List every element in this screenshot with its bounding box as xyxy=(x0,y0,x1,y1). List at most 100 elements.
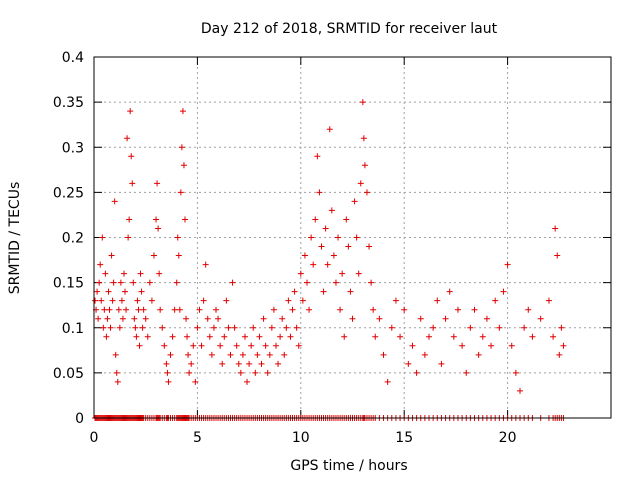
data-point xyxy=(446,288,453,295)
data-point xyxy=(139,324,146,331)
data-point xyxy=(122,288,129,295)
data-point xyxy=(116,324,123,331)
data-point xyxy=(104,315,111,322)
data-point xyxy=(361,162,368,169)
data-point xyxy=(326,126,333,133)
data-point xyxy=(430,324,437,331)
data-point xyxy=(167,351,174,358)
data-point xyxy=(320,288,327,295)
data-point xyxy=(161,342,168,349)
data-point xyxy=(388,324,395,331)
data-point xyxy=(204,315,211,322)
data-point xyxy=(171,306,178,313)
data-point xyxy=(504,261,511,268)
data-point xyxy=(488,342,495,349)
y-tick-label: 0 xyxy=(75,411,84,427)
data-point xyxy=(157,306,164,313)
data-point xyxy=(409,342,416,349)
y-tick-label: 0.1 xyxy=(62,321,84,337)
data-point xyxy=(299,297,306,304)
data-point xyxy=(173,279,180,286)
data-point xyxy=(144,333,151,340)
data-point xyxy=(94,288,101,295)
data-point xyxy=(114,378,121,385)
data-point xyxy=(554,252,561,259)
data-point xyxy=(125,234,132,241)
data-point xyxy=(360,135,367,142)
data-point xyxy=(264,369,271,376)
data-point xyxy=(135,306,142,313)
data-point xyxy=(442,315,449,322)
data-point xyxy=(347,288,354,295)
y-tick-label: 0.3 xyxy=(62,140,84,156)
data-point xyxy=(181,216,188,223)
data-point xyxy=(133,333,140,340)
data-point xyxy=(208,351,215,358)
data-point xyxy=(233,342,240,349)
data-point xyxy=(351,198,358,205)
y-tick-label: 0.2 xyxy=(62,231,84,247)
data-point xyxy=(131,315,138,322)
data-point xyxy=(537,315,544,322)
data-point xyxy=(471,306,478,313)
data-point xyxy=(521,324,528,331)
data-point xyxy=(328,207,335,214)
data-point xyxy=(202,261,209,268)
data-point xyxy=(105,288,112,295)
data-point xyxy=(258,360,265,367)
data-point xyxy=(363,189,370,196)
data-point xyxy=(262,342,269,349)
data-point xyxy=(349,315,356,322)
data-point xyxy=(127,108,134,115)
data-point xyxy=(142,315,149,322)
data-point xyxy=(266,351,273,358)
data-point xyxy=(343,216,350,223)
data-point xyxy=(508,342,515,349)
data-point xyxy=(194,324,201,331)
data-point xyxy=(146,279,153,286)
data-point xyxy=(359,99,366,106)
data-point xyxy=(120,270,127,277)
data-point xyxy=(357,180,364,187)
data-point xyxy=(126,216,133,223)
data-point xyxy=(231,324,238,331)
data-point xyxy=(225,324,232,331)
data-point xyxy=(184,333,191,340)
data-point xyxy=(297,270,304,277)
data-point xyxy=(337,306,344,313)
data-point xyxy=(550,333,557,340)
data-point xyxy=(130,279,137,286)
data-point xyxy=(137,270,144,277)
data-point xyxy=(119,315,126,322)
data-point xyxy=(314,153,321,160)
y-tick-label: 0.4 xyxy=(62,50,84,66)
data-point xyxy=(176,306,183,313)
x-tick-label: 15 xyxy=(395,430,413,446)
data-point xyxy=(239,351,246,358)
data-point xyxy=(96,279,103,286)
data-point xyxy=(401,306,408,313)
data-point xyxy=(200,297,207,304)
data-point xyxy=(459,342,466,349)
data-point xyxy=(310,261,317,268)
data-point xyxy=(380,351,387,358)
data-point xyxy=(275,360,282,367)
data-point xyxy=(101,306,108,313)
data-point xyxy=(413,369,420,376)
data-point xyxy=(450,333,457,340)
data-point xyxy=(475,351,482,358)
data-point xyxy=(256,333,263,340)
data-point xyxy=(159,324,166,331)
data-point xyxy=(324,261,331,268)
data-point xyxy=(229,279,236,286)
data-point xyxy=(279,315,286,322)
data-point xyxy=(99,234,106,241)
x-tick-label: 5 xyxy=(193,430,202,446)
data-point xyxy=(558,324,565,331)
data-point xyxy=(492,297,499,304)
data-point xyxy=(235,360,242,367)
data-point xyxy=(164,369,171,376)
data-point xyxy=(556,351,563,358)
data-point xyxy=(241,333,248,340)
